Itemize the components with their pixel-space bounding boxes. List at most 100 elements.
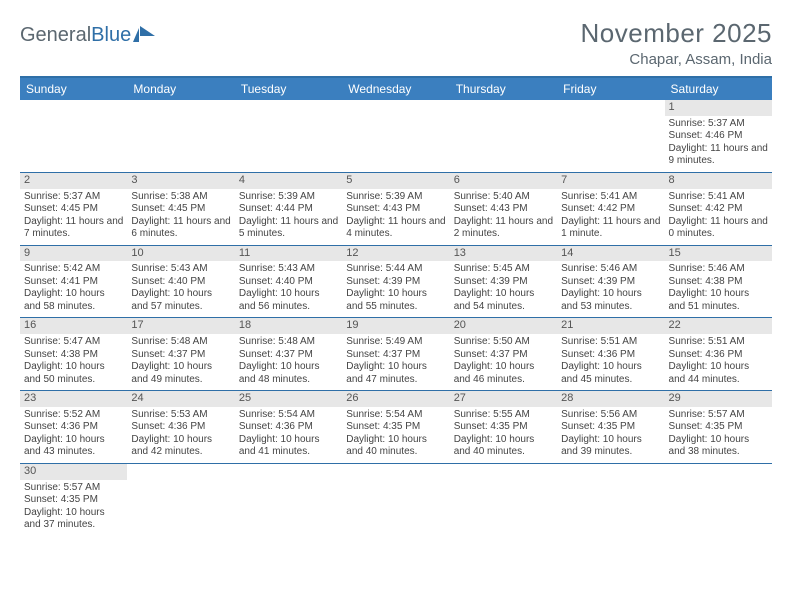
daylight-text: Daylight: 10 hours and 42 minutes. (131, 434, 230, 459)
day-cell (557, 464, 664, 536)
day-number: 8 (665, 173, 772, 189)
daylight-text: Daylight: 10 hours and 50 minutes. (24, 361, 123, 386)
daylight-text: Daylight: 10 hours and 38 minutes. (669, 434, 768, 459)
calendar: Sunday Monday Tuesday Wednesday Thursday… (20, 76, 772, 536)
day-cell (127, 100, 234, 172)
sunset-text: Sunset: 4:45 PM (24, 203, 123, 216)
day-cell (235, 464, 342, 536)
day-body: Sunrise: 5:37 AMSunset: 4:46 PMDaylight:… (665, 116, 772, 172)
sunrise-text: Sunrise: 5:46 AM (669, 263, 768, 276)
day-cell (342, 100, 449, 172)
day-body: Sunrise: 5:38 AMSunset: 4:45 PMDaylight:… (127, 189, 234, 245)
location: Chapar, Assam, India (581, 51, 773, 68)
week-row: 1Sunrise: 5:37 AMSunset: 4:46 PMDaylight… (20, 100, 772, 173)
day-cell (450, 100, 557, 172)
day-cell: 5Sunrise: 5:39 AMSunset: 4:43 PMDaylight… (342, 173, 449, 245)
week-row: 16Sunrise: 5:47 AMSunset: 4:38 PMDayligh… (20, 318, 772, 391)
sunset-text: Sunset: 4:42 PM (561, 203, 660, 216)
day-cell: 14Sunrise: 5:46 AMSunset: 4:39 PMDayligh… (557, 246, 664, 318)
day-body: Sunrise: 5:44 AMSunset: 4:39 PMDaylight:… (342, 261, 449, 317)
daylight-text: Daylight: 10 hours and 37 minutes. (24, 507, 123, 532)
day-cell (235, 100, 342, 172)
day-number: 14 (557, 246, 664, 262)
sunset-text: Sunset: 4:36 PM (131, 421, 230, 434)
dow-tuesday: Tuesday (235, 78, 342, 100)
sunrise-text: Sunrise: 5:55 AM (454, 409, 553, 422)
sunset-text: Sunset: 4:44 PM (239, 203, 338, 216)
day-cell (665, 464, 772, 536)
daylight-text: Daylight: 10 hours and 57 minutes. (131, 288, 230, 313)
sunset-text: Sunset: 4:37 PM (239, 349, 338, 362)
logo-flag-icon (133, 26, 155, 42)
sunset-text: Sunset: 4:35 PM (346, 421, 445, 434)
day-cell: 24Sunrise: 5:53 AMSunset: 4:36 PMDayligh… (127, 391, 234, 463)
sunrise-text: Sunrise: 5:45 AM (454, 263, 553, 276)
day-body: Sunrise: 5:41 AMSunset: 4:42 PMDaylight:… (557, 189, 664, 245)
day-number: 5 (342, 173, 449, 189)
day-body: Sunrise: 5:48 AMSunset: 4:37 PMDaylight:… (127, 334, 234, 390)
day-body: Sunrise: 5:40 AMSunset: 4:43 PMDaylight:… (450, 189, 557, 245)
day-cell (342, 464, 449, 536)
day-cell (450, 464, 557, 536)
day-cell: 6Sunrise: 5:40 AMSunset: 4:43 PMDaylight… (450, 173, 557, 245)
day-body: Sunrise: 5:45 AMSunset: 4:39 PMDaylight:… (450, 261, 557, 317)
sunset-text: Sunset: 4:36 PM (561, 349, 660, 362)
sunrise-text: Sunrise: 5:53 AM (131, 409, 230, 422)
sunrise-text: Sunrise: 5:46 AM (561, 263, 660, 276)
day-cell: 16Sunrise: 5:47 AMSunset: 4:38 PMDayligh… (20, 318, 127, 390)
day-cell: 17Sunrise: 5:48 AMSunset: 4:37 PMDayligh… (127, 318, 234, 390)
sunrise-text: Sunrise: 5:49 AM (346, 336, 445, 349)
daylight-text: Daylight: 10 hours and 49 minutes. (131, 361, 230, 386)
sunrise-text: Sunrise: 5:43 AM (131, 263, 230, 276)
sunset-text: Sunset: 4:35 PM (454, 421, 553, 434)
sunset-text: Sunset: 4:36 PM (239, 421, 338, 434)
day-number: 30 (20, 464, 127, 480)
day-body: Sunrise: 5:56 AMSunset: 4:35 PMDaylight:… (557, 407, 664, 463)
daylight-text: Daylight: 10 hours and 45 minutes. (561, 361, 660, 386)
daylight-text: Daylight: 11 hours and 5 minutes. (239, 216, 338, 241)
day-number: 18 (235, 318, 342, 334)
daylight-text: Daylight: 10 hours and 43 minutes. (24, 434, 123, 459)
day-cell: 15Sunrise: 5:46 AMSunset: 4:38 PMDayligh… (665, 246, 772, 318)
day-cell: 13Sunrise: 5:45 AMSunset: 4:39 PMDayligh… (450, 246, 557, 318)
sunset-text: Sunset: 4:39 PM (346, 276, 445, 289)
sunrise-text: Sunrise: 5:39 AM (239, 191, 338, 204)
day-number: 10 (127, 246, 234, 262)
dow-wednesday: Wednesday (342, 78, 449, 100)
day-cell: 10Sunrise: 5:43 AMSunset: 4:40 PMDayligh… (127, 246, 234, 318)
sunset-text: Sunset: 4:37 PM (131, 349, 230, 362)
day-number: 23 (20, 391, 127, 407)
daylight-text: Daylight: 10 hours and 53 minutes. (561, 288, 660, 313)
sunset-text: Sunset: 4:38 PM (669, 276, 768, 289)
day-body: Sunrise: 5:57 AMSunset: 4:35 PMDaylight:… (665, 407, 772, 463)
sunset-text: Sunset: 4:40 PM (239, 276, 338, 289)
day-body: Sunrise: 5:54 AMSunset: 4:36 PMDaylight:… (235, 407, 342, 463)
daylight-text: Daylight: 11 hours and 9 minutes. (669, 143, 768, 168)
page: GeneralBlue November 2025 Chapar, Assam,… (0, 0, 792, 536)
sunset-text: Sunset: 4:42 PM (669, 203, 768, 216)
day-cell: 25Sunrise: 5:54 AMSunset: 4:36 PMDayligh… (235, 391, 342, 463)
day-body: Sunrise: 5:37 AMSunset: 4:45 PMDaylight:… (20, 189, 127, 245)
day-number: 19 (342, 318, 449, 334)
day-body: Sunrise: 5:41 AMSunset: 4:42 PMDaylight:… (665, 189, 772, 245)
day-cell: 28Sunrise: 5:56 AMSunset: 4:35 PMDayligh… (557, 391, 664, 463)
day-number: 1 (665, 100, 772, 116)
sunrise-text: Sunrise: 5:50 AM (454, 336, 553, 349)
day-number: 26 (342, 391, 449, 407)
day-cell: 12Sunrise: 5:44 AMSunset: 4:39 PMDayligh… (342, 246, 449, 318)
sunrise-text: Sunrise: 5:41 AM (561, 191, 660, 204)
daylight-text: Daylight: 10 hours and 56 minutes. (239, 288, 338, 313)
day-cell: 29Sunrise: 5:57 AMSunset: 4:35 PMDayligh… (665, 391, 772, 463)
day-cell: 18Sunrise: 5:48 AMSunset: 4:37 PMDayligh… (235, 318, 342, 390)
sunset-text: Sunset: 4:46 PM (669, 130, 768, 143)
day-number: 29 (665, 391, 772, 407)
sunset-text: Sunset: 4:39 PM (561, 276, 660, 289)
sunrise-text: Sunrise: 5:37 AM (24, 191, 123, 204)
sunrise-text: Sunrise: 5:39 AM (346, 191, 445, 204)
sunrise-text: Sunrise: 5:47 AM (24, 336, 123, 349)
day-number: 27 (450, 391, 557, 407)
day-number: 20 (450, 318, 557, 334)
day-of-week-row: Sunday Monday Tuesday Wednesday Thursday… (20, 78, 772, 100)
sunset-text: Sunset: 4:41 PM (24, 276, 123, 289)
day-body: Sunrise: 5:53 AMSunset: 4:36 PMDaylight:… (127, 407, 234, 463)
